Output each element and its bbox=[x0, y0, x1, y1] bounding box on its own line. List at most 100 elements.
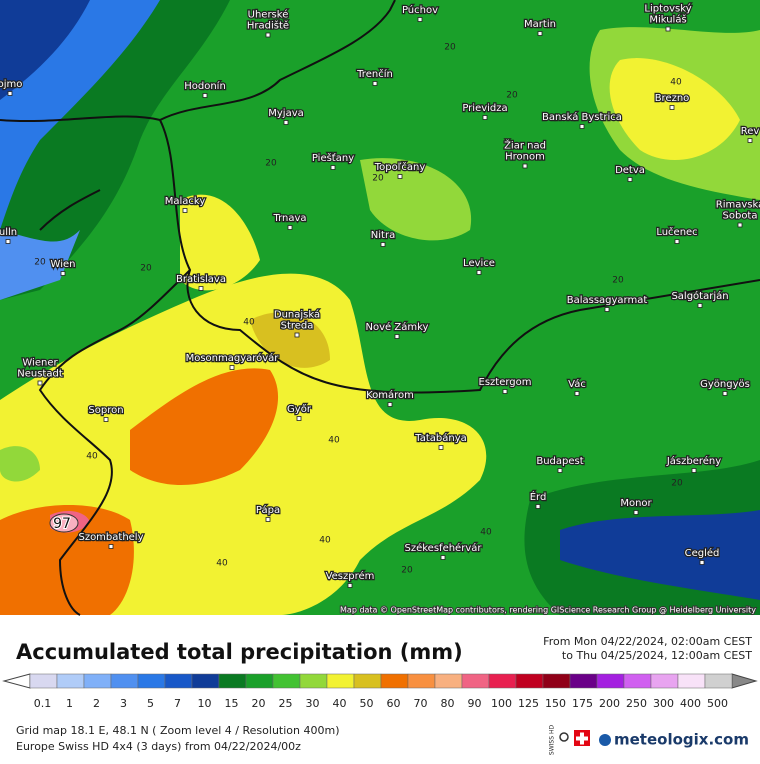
place-marker bbox=[7, 91, 13, 96]
place-label: Jászberény bbox=[666, 455, 721, 467]
place-label: Veszprém bbox=[326, 570, 375, 582]
contour-label: 40 bbox=[216, 559, 228, 569]
place-marker bbox=[294, 332, 300, 338]
place-marker bbox=[502, 389, 508, 394]
place-label: Rev bbox=[741, 126, 760, 137]
scale-label: 15 bbox=[225, 697, 239, 710]
place-marker bbox=[747, 138, 753, 143]
scale-swatch bbox=[110, 673, 139, 689]
scale-swatch bbox=[407, 673, 436, 689]
place-marker bbox=[697, 303, 703, 308]
badge: SWISS HD bbox=[549, 725, 556, 756]
place-label: Wien bbox=[51, 259, 76, 270]
place-label: Topoľčany bbox=[374, 161, 426, 173]
place-marker bbox=[198, 286, 204, 291]
scale-swatch bbox=[191, 673, 220, 689]
place-marker bbox=[103, 417, 109, 422]
scale-label: 0.1 bbox=[34, 697, 52, 710]
place-marker bbox=[691, 468, 697, 473]
place-label: Hradiště bbox=[247, 20, 289, 32]
scale-label: 3 bbox=[120, 697, 127, 710]
place-marker bbox=[633, 510, 639, 515]
scale-swatch bbox=[272, 673, 301, 689]
place-label: Malacky bbox=[165, 196, 206, 207]
place-marker bbox=[330, 165, 336, 170]
place-label: Martin bbox=[524, 19, 556, 30]
scale-label: 20 bbox=[252, 697, 266, 710]
place-marker bbox=[229, 365, 235, 370]
place-marker bbox=[265, 517, 271, 522]
place-label: Nitra bbox=[371, 230, 395, 241]
place-label: Gyöngyös bbox=[700, 379, 750, 390]
scale-arrow-right bbox=[731, 673, 758, 689]
place-marker bbox=[722, 391, 728, 396]
scale-label: 30 bbox=[306, 697, 320, 710]
place-label: Nové Zámky bbox=[366, 321, 429, 333]
scale-swatch bbox=[434, 673, 463, 689]
map-background bbox=[0, 0, 760, 615]
place-label: Púchov bbox=[402, 4, 438, 16]
scale-label: 5 bbox=[147, 697, 154, 710]
scale-swatch bbox=[137, 673, 166, 689]
place-label: Sopron bbox=[88, 405, 123, 416]
place-marker bbox=[394, 334, 400, 339]
brand: meteologix.com bbox=[614, 731, 749, 749]
scale-swatch bbox=[380, 673, 409, 689]
place-marker bbox=[265, 32, 271, 38]
place-marker bbox=[202, 93, 208, 98]
scale-label: 100 bbox=[491, 697, 512, 710]
scale-label: 250 bbox=[626, 697, 647, 710]
place-label: Budapest bbox=[536, 456, 583, 467]
attribution: Map data © OpenStreetMap contributors, r… bbox=[340, 606, 756, 615]
place-marker bbox=[440, 555, 446, 560]
contour-label: 20 bbox=[506, 91, 518, 101]
scale-swatch bbox=[461, 673, 490, 689]
scale-label: 300 bbox=[653, 697, 674, 710]
place-label: Neustadt bbox=[17, 369, 63, 380]
swiss-cross bbox=[576, 732, 588, 745]
scale-swatch bbox=[56, 673, 85, 689]
place-label: Trenčín bbox=[356, 68, 393, 80]
scale-swatch bbox=[677, 673, 706, 689]
scale-label: 400 bbox=[680, 697, 701, 710]
scale-label: 80 bbox=[441, 697, 455, 710]
place-label: Prievidza bbox=[462, 103, 507, 114]
place-label: Myjava bbox=[268, 108, 304, 119]
scale-swatch bbox=[596, 673, 625, 689]
contour-label: 40 bbox=[670, 78, 682, 88]
place-marker bbox=[108, 544, 114, 549]
place-label: Balassagyarmat bbox=[567, 295, 648, 306]
contour-label: 20 bbox=[671, 479, 683, 489]
place-label: Wiener bbox=[22, 358, 58, 369]
scale-label: 40 bbox=[333, 697, 347, 710]
place-marker bbox=[347, 583, 353, 588]
grid-info: Grid map 18.1 E, 48.1 N ( Zoom level 4 /… bbox=[16, 724, 340, 737]
contour-label: 20 bbox=[34, 258, 46, 268]
place-marker bbox=[387, 402, 393, 407]
scale-label: 150 bbox=[545, 697, 566, 710]
scale-swatch bbox=[542, 673, 571, 689]
borders bbox=[0, 0, 760, 616]
place-label: Salgótarján bbox=[671, 290, 728, 302]
contour-label: 20 bbox=[140, 264, 152, 274]
place-marker bbox=[417, 17, 423, 22]
scale-swatch bbox=[245, 673, 274, 689]
place-marker bbox=[182, 208, 188, 213]
scale-label: 70 bbox=[414, 697, 428, 710]
place-marker bbox=[287, 225, 293, 230]
place-marker bbox=[665, 26, 671, 32]
place-marker bbox=[438, 445, 444, 450]
period-from: From Mon 04/22/2024, 02:00am CEST bbox=[543, 635, 752, 648]
place-marker bbox=[535, 504, 541, 509]
scale-swatch bbox=[326, 673, 355, 689]
scale-label: 175 bbox=[572, 697, 593, 710]
place-marker bbox=[627, 177, 633, 182]
place-label: Vác bbox=[568, 378, 586, 390]
place-marker bbox=[283, 120, 289, 125]
place-marker bbox=[397, 174, 403, 179]
scale-label: 90 bbox=[468, 697, 482, 710]
place-label: Monor bbox=[620, 498, 652, 509]
place-label: Cegléd bbox=[685, 547, 720, 559]
place-marker bbox=[579, 124, 585, 129]
